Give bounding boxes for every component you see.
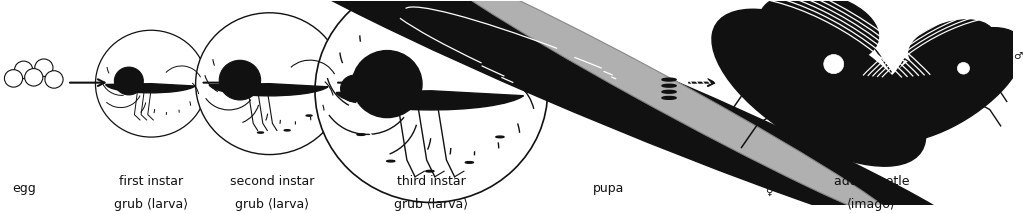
Text: third instar: third instar (397, 175, 465, 188)
Ellipse shape (431, 0, 897, 214)
Ellipse shape (95, 30, 207, 137)
Ellipse shape (219, 60, 261, 100)
Circle shape (258, 132, 264, 133)
Circle shape (387, 160, 395, 162)
Ellipse shape (233, 0, 983, 214)
Ellipse shape (934, 50, 974, 88)
Ellipse shape (759, 0, 879, 64)
Ellipse shape (315, 0, 547, 202)
Ellipse shape (4, 70, 23, 87)
Wedge shape (209, 84, 328, 96)
Circle shape (465, 162, 474, 163)
Text: ♀: ♀ (765, 186, 772, 196)
Ellipse shape (195, 13, 344, 155)
Ellipse shape (45, 71, 63, 88)
Ellipse shape (352, 51, 422, 117)
Ellipse shape (908, 20, 994, 69)
Ellipse shape (958, 62, 970, 74)
Ellipse shape (824, 55, 844, 74)
Text: grub ⟨larva⟩: grub ⟨larva⟩ (235, 198, 310, 211)
Ellipse shape (14, 61, 33, 79)
Ellipse shape (35, 59, 53, 76)
Circle shape (496, 136, 504, 138)
Wedge shape (105, 84, 195, 93)
Circle shape (662, 78, 676, 81)
Ellipse shape (868, 28, 1023, 143)
Text: ⟨imago⟩: ⟨imago⟩ (847, 198, 896, 211)
Circle shape (662, 97, 676, 99)
Text: ♂: ♂ (1014, 51, 1023, 61)
Text: second instar: second instar (230, 175, 315, 188)
Text: adult beetle: adult beetle (834, 175, 909, 188)
Text: pupa: pupa (592, 182, 624, 195)
Circle shape (306, 115, 312, 116)
Ellipse shape (779, 35, 842, 95)
Circle shape (662, 84, 676, 87)
Ellipse shape (341, 75, 368, 102)
Text: first instar: first instar (119, 175, 183, 188)
Circle shape (426, 170, 434, 172)
Text: egg: egg (12, 182, 36, 195)
Wedge shape (337, 91, 524, 110)
Circle shape (284, 130, 291, 131)
Circle shape (662, 90, 676, 93)
Text: grub ⟨larva⟩: grub ⟨larva⟩ (394, 198, 469, 211)
Ellipse shape (25, 68, 43, 86)
Text: grub ⟨larva⟩: grub ⟨larva⟩ (114, 198, 188, 211)
Ellipse shape (115, 67, 143, 95)
Ellipse shape (712, 9, 926, 166)
Circle shape (357, 134, 365, 135)
